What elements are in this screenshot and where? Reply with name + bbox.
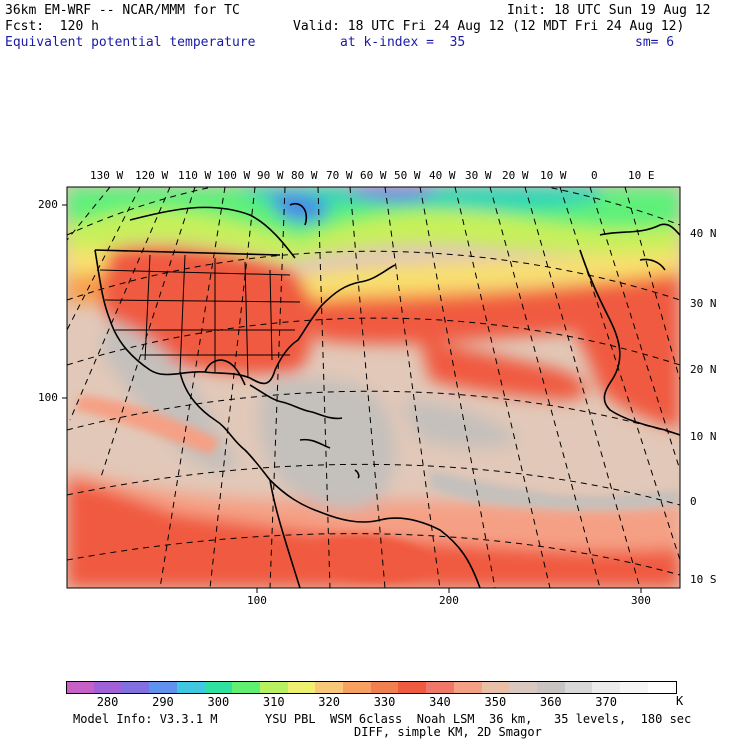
colorbar-label: 370	[595, 695, 617, 709]
coastlines	[94, 203, 680, 588]
colorbar-label: 280	[96, 695, 119, 709]
lon-label: 10 W	[540, 169, 567, 182]
lon-label: 0	[591, 169, 598, 182]
diffusion-info: DIFF, simple KM, 2D Smagor	[354, 725, 542, 739]
lat-label: 40 N	[690, 227, 717, 240]
lat-label: 10 N	[690, 430, 717, 443]
lon-label: 30 W	[465, 169, 492, 182]
colorbar-label: 340	[429, 695, 451, 709]
lat-label: 20 N	[690, 363, 717, 376]
colorbar-swatch	[93, 682, 122, 693]
lon-label: 60 W	[360, 169, 387, 182]
lat-label: 0	[690, 495, 697, 508]
grid-tick-left: 200	[38, 198, 58, 211]
lon-label: 120 W	[135, 169, 169, 182]
colorbar-swatch	[66, 682, 95, 693]
lon-label: 70 W	[326, 169, 353, 182]
map-frame	[66, 186, 681, 589]
model-title: 36km EM-WRF -- NCAR/MMM for TC	[5, 3, 240, 18]
field-name: Equivalent potential temperature	[5, 35, 256, 50]
colorbar-swatch	[149, 682, 178, 693]
colorbar-label: 360	[539, 695, 562, 709]
colorbar-swatch	[204, 682, 233, 693]
smoothing-info: sm= 6	[635, 35, 675, 50]
lon-label: 80 W	[291, 169, 318, 182]
lon-label: 20 W	[502, 169, 529, 182]
colorbar-swatch	[315, 682, 344, 693]
colorbar-swatch	[398, 682, 427, 693]
colorbar-swatch	[121, 682, 150, 693]
colorbar-label: 290	[152, 695, 174, 709]
model-info: Model Info: V3.3.1 M	[73, 712, 218, 726]
colorbar-swatch	[259, 682, 289, 693]
valid-time: Valid: 18 UTC Fri 24 Aug 12 (12 MDT Fri …	[293, 19, 685, 34]
lon-label: 40 W	[429, 169, 456, 182]
colorbar-swatch	[481, 682, 510, 693]
level-info: at k-index = 35	[340, 35, 466, 50]
colorbar-swatch	[564, 682, 593, 693]
colorbar-label: 320	[318, 695, 340, 709]
colorbar-swatch	[232, 682, 261, 693]
colorbar-swatch	[453, 682, 482, 693]
colorbar-frame	[66, 681, 678, 694]
grid-tick-left: 100	[38, 391, 58, 404]
lat-label: 10 S	[690, 573, 717, 586]
colorbar-swatch	[592, 682, 621, 693]
axis-ticks	[62, 204, 642, 593]
grid-tick-bottom: 200	[439, 594, 459, 607]
colorbar-swatch	[536, 682, 566, 693]
lon-label: 10 E	[628, 169, 655, 182]
colorbar-swatch	[370, 682, 399, 693]
colorbar-swatch	[287, 682, 316, 693]
grid-tick-bottom: 300	[631, 594, 651, 607]
forecast-hour: Fcst: 120 h	[5, 19, 99, 34]
init-time: Init: 18 UTC Sun 19 Aug 12	[507, 3, 711, 18]
lat-lon-grid	[67, 187, 680, 588]
colorbar-label: 300	[207, 695, 230, 709]
lon-label: 110 W	[178, 169, 212, 182]
colorbar-swatch	[176, 682, 205, 693]
colorbar-swatch	[509, 682, 538, 693]
colorbar-swatch	[620, 682, 649, 693]
lat-label: 30 N	[690, 297, 717, 310]
lon-label: 90 W	[257, 169, 284, 182]
colorbar-label: 310	[262, 695, 285, 709]
colorbar-label: 330	[373, 695, 396, 709]
grid-tick-bottom: 100	[247, 594, 267, 607]
lon-label: 130 W	[90, 169, 124, 182]
colorbar-label: 350	[484, 695, 507, 709]
physics-info: YSU PBL WSM 6class Noah LSM 36 km, 35 le…	[265, 712, 692, 726]
colorbar-unit: K	[676, 694, 684, 708]
state-borders	[99, 254, 301, 379]
theta-e-field	[67, 187, 680, 588]
colorbar-swatch	[647, 682, 676, 693]
lon-label: 100 W	[217, 169, 251, 182]
colorbar-swatch	[343, 682, 372, 693]
colorbar-swatch	[426, 682, 455, 693]
lon-label: 50 W	[394, 169, 421, 182]
